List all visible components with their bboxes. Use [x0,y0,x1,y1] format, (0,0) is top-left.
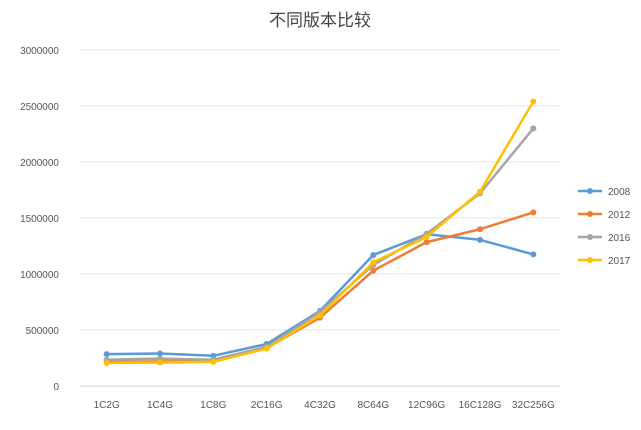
data-point [103,360,110,367]
series-2017 [103,98,537,367]
x-tick-label: 4C32G [304,400,336,411]
y-tick-label: 0 [53,382,59,393]
legend-marker [587,234,593,240]
legend-label: 2017 [608,256,631,267]
x-tick-label: 16C128G [459,400,502,411]
legend-marker [587,211,593,217]
data-point [477,236,483,243]
legend-label: 2008 [608,187,631,198]
series-lines [103,98,537,367]
gridlines [80,49,560,387]
data-point [477,226,483,233]
y-tick-label: 1500000 [20,214,59,225]
data-point [423,239,430,246]
chart-title: 不同版本比较 [269,11,371,30]
series-line [105,127,535,361]
data-point [157,359,163,366]
y-tick-label: 3000000 [20,46,59,57]
series-2012 [103,209,537,365]
y-tick-label: 500000 [26,326,60,337]
legend-item: 2016 [578,233,631,244]
data-point [423,234,430,241]
legend-marker [587,257,593,263]
data-point [530,98,537,105]
data-point [530,251,537,258]
data-point [370,259,377,266]
series-line [105,232,535,358]
data-point [370,267,377,274]
data-point [530,209,537,216]
x-tick-label: 1C2G [94,400,120,411]
y-tick-label: 2000000 [20,158,59,169]
series-line [105,211,535,364]
legend-item: 2017 [578,256,631,267]
series-2016 [103,125,537,363]
y-axis-tick-labels: 0 500000 1000000 1500000 2000000 2500000 30000… [20,46,59,393]
x-tick-label: 8C64G [357,400,389,411]
series-2008 [103,231,537,359]
x-tick-label: 32C256G [512,400,555,411]
data-point [477,188,483,195]
y-tick-label: 1000000 [20,270,59,281]
data-point [210,358,217,365]
x-axis-tick-labels: 1C2G 1C4G 1C8G 2C16G 4C32G 8C64G 12C96G 16C128G… [94,400,555,411]
x-tick-label: 12C96G [408,400,445,411]
x-tick-label: 2C16G [251,400,283,411]
data-point [370,251,377,258]
x-tick-label: 1C8G [200,400,226,411]
legend-marker [587,188,593,194]
legend: 2008 2012 2016 2017 [578,187,631,267]
legend-label: 2012 [608,210,631,221]
data-point [263,345,270,352]
legend-label: 2016 [608,233,631,244]
data-point [103,351,110,358]
y-tick-label: 2500000 [20,102,59,113]
data-point [530,125,537,132]
x-tick-label: 1C4G [147,400,173,411]
legend-item: 2012 [578,210,631,221]
legend-item: 2008 [578,187,631,198]
data-point [317,312,323,319]
data-point [157,350,163,357]
